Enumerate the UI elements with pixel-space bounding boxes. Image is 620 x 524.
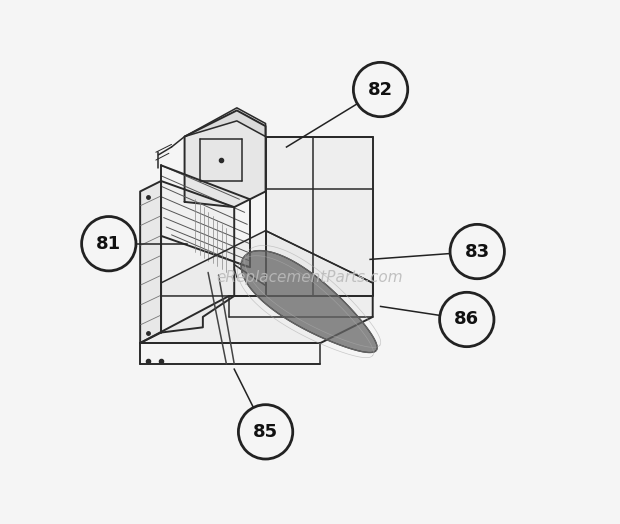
Text: 82: 82 <box>368 81 393 99</box>
Polygon shape <box>140 296 373 343</box>
Circle shape <box>440 292 494 347</box>
Text: 83: 83 <box>464 243 490 260</box>
Circle shape <box>450 224 505 279</box>
Text: 81: 81 <box>96 235 122 253</box>
Text: 85: 85 <box>253 423 278 441</box>
Polygon shape <box>241 250 377 353</box>
Circle shape <box>82 216 136 271</box>
Polygon shape <box>265 137 373 296</box>
Polygon shape <box>161 181 234 333</box>
Circle shape <box>353 62 408 117</box>
Text: eReplacementParts.com: eReplacementParts.com <box>216 270 404 285</box>
Polygon shape <box>140 181 161 343</box>
Polygon shape <box>185 108 265 137</box>
Polygon shape <box>161 231 373 296</box>
Circle shape <box>239 405 293 459</box>
Text: 86: 86 <box>454 311 479 329</box>
Polygon shape <box>185 111 265 207</box>
